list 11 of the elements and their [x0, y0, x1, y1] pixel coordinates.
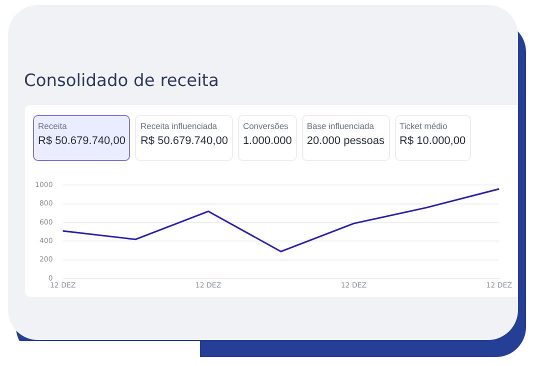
- text: 1.000.000: [242, 135, 292, 147]
- text: Receita: [38, 121, 68, 131]
- text: R$ 50.679.740,00: [38, 135, 126, 147]
- text: Consolidado de receita: [24, 71, 219, 91]
- text: Base influenciada: [306, 121, 375, 131]
- text: Ticket médio: [400, 121, 448, 131]
- text: Receita influenciada: [140, 121, 218, 131]
- text: R$ 10.000,00: [400, 135, 466, 147]
- text: Conversões: [242, 121, 290, 131]
- text: 20.000 pessoas: [306, 135, 385, 147]
- text: R$ 50.679.740,00: [140, 135, 228, 147]
